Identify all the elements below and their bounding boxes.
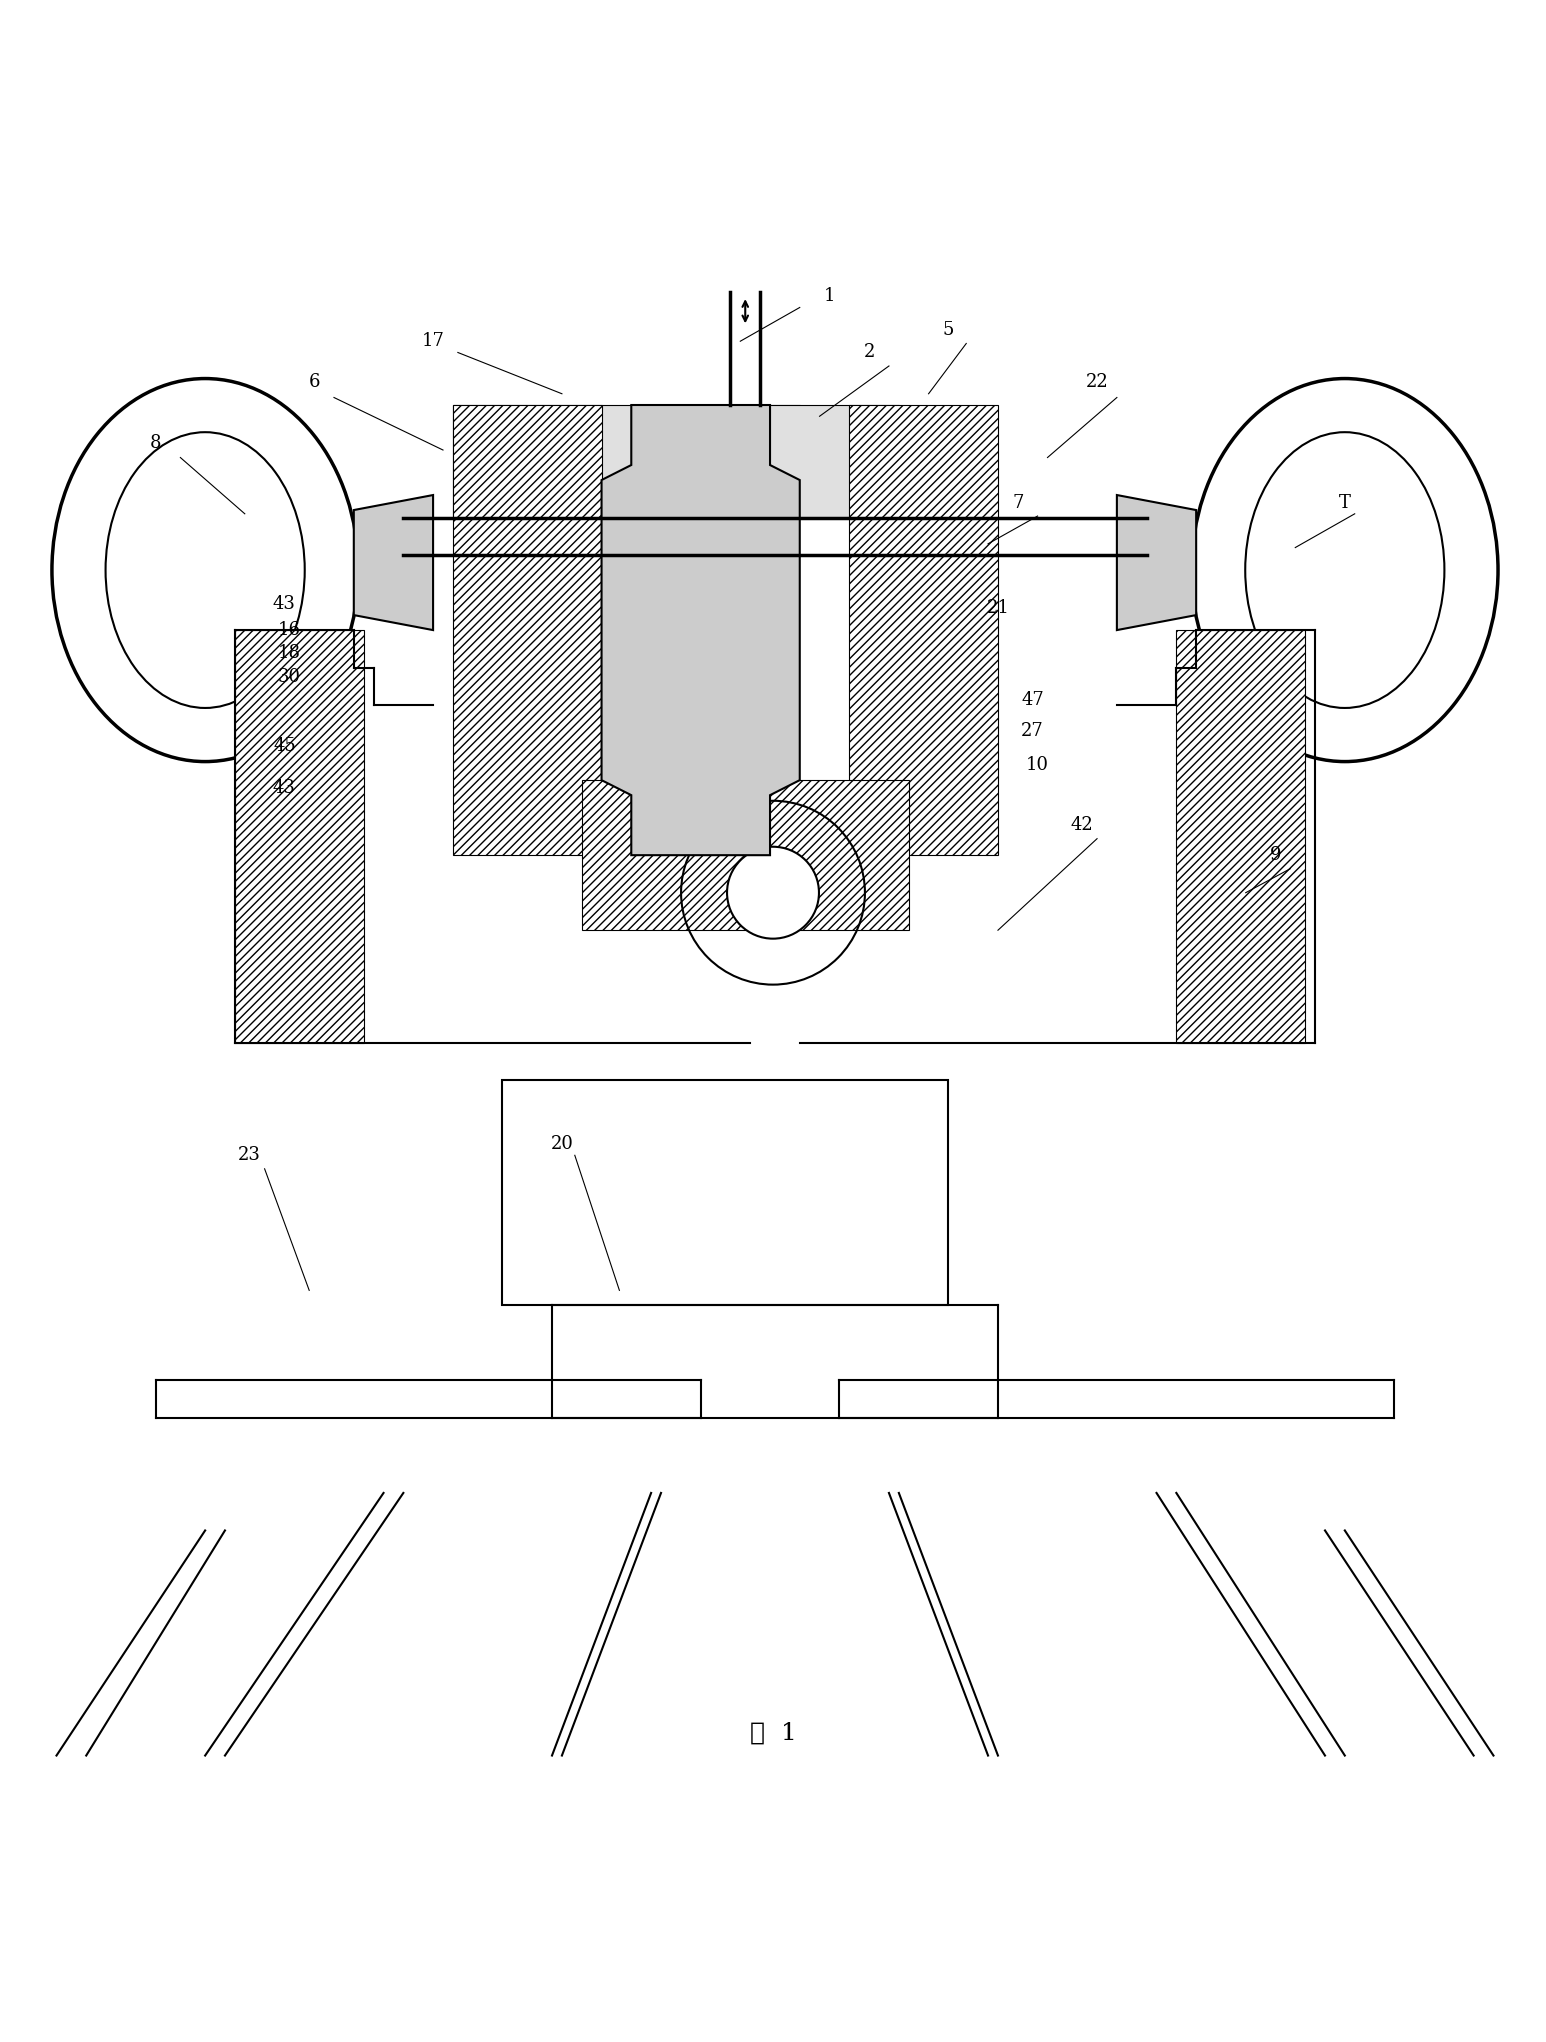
Text: 1: 1 bbox=[824, 288, 835, 304]
Text: 43: 43 bbox=[274, 594, 295, 613]
Text: 21: 21 bbox=[986, 598, 1010, 617]
Text: 47: 47 bbox=[1022, 690, 1044, 709]
Text: 43: 43 bbox=[274, 778, 295, 796]
Text: 23: 23 bbox=[238, 1146, 261, 1164]
Polygon shape bbox=[1116, 494, 1197, 631]
Bar bbox=[502, 1080, 948, 1305]
Text: 22: 22 bbox=[1085, 374, 1108, 392]
Bar bbox=[235, 631, 363, 1043]
Text: 7: 7 bbox=[1013, 494, 1023, 513]
Text: 27: 27 bbox=[1022, 723, 1044, 741]
Text: 20: 20 bbox=[550, 1135, 574, 1154]
Text: 6: 6 bbox=[308, 374, 320, 392]
Bar bbox=[581, 780, 909, 931]
Text: 10: 10 bbox=[1027, 756, 1050, 774]
Bar bbox=[1177, 631, 1305, 1043]
Text: 18: 18 bbox=[278, 643, 301, 662]
Text: T: T bbox=[1339, 494, 1351, 513]
Text: 2: 2 bbox=[864, 343, 875, 361]
Text: 5: 5 bbox=[943, 321, 954, 339]
Text: 42: 42 bbox=[1071, 817, 1093, 835]
Circle shape bbox=[727, 847, 819, 939]
Bar bbox=[849, 404, 999, 856]
Bar bbox=[453, 404, 601, 856]
Text: 8: 8 bbox=[150, 433, 161, 451]
Bar bbox=[453, 404, 799, 517]
Text: 45: 45 bbox=[274, 737, 295, 756]
Text: 16: 16 bbox=[278, 621, 301, 639]
Polygon shape bbox=[601, 404, 799, 856]
Text: 图  1: 图 1 bbox=[750, 1721, 796, 1744]
Text: 30: 30 bbox=[278, 668, 301, 686]
Bar bbox=[651, 404, 898, 517]
Text: 9: 9 bbox=[1269, 845, 1282, 864]
Polygon shape bbox=[354, 494, 433, 631]
Text: 17: 17 bbox=[422, 333, 445, 351]
